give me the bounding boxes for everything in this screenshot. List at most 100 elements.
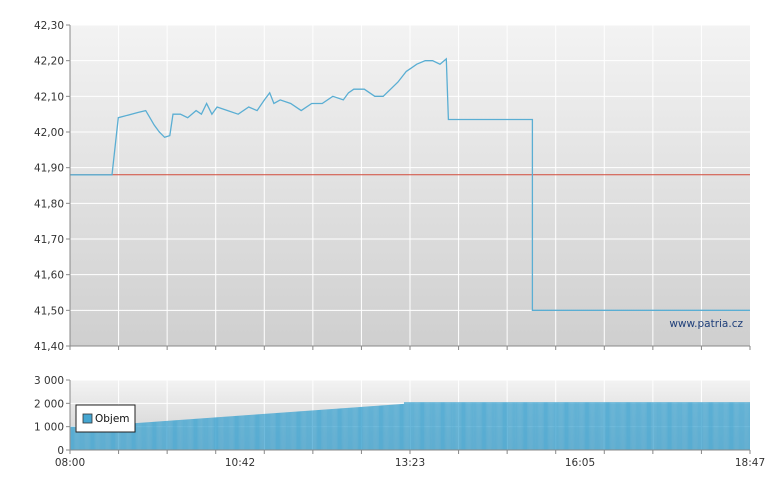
volume-bar — [615, 402, 617, 450]
volume-bar — [594, 402, 596, 450]
volume-bar — [281, 412, 283, 450]
volume-bar — [468, 402, 470, 450]
volume-bar — [739, 402, 741, 450]
volume-bar — [226, 416, 228, 450]
volume-bar — [210, 417, 212, 450]
volume-bar — [678, 402, 680, 450]
volume-bar — [640, 402, 642, 450]
volume-bar — [343, 408, 345, 450]
volume-bar — [515, 402, 517, 450]
volume-bar — [85, 426, 87, 450]
volume-bar — [648, 402, 649, 450]
volume-bar — [513, 402, 515, 450]
volume-bar — [132, 423, 133, 450]
volume-bar — [710, 402, 711, 450]
volume-bar — [727, 402, 729, 450]
volume-bar — [675, 402, 677, 450]
volume-bar — [613, 402, 615, 450]
volume-bar — [681, 402, 683, 450]
volume-bar — [499, 402, 501, 450]
volume-bar — [176, 420, 178, 450]
volume-bar — [192, 418, 194, 450]
volume-bar — [534, 402, 536, 450]
volume-bar — [579, 402, 581, 450]
volume-bar — [322, 409, 324, 450]
volume-bar — [84, 426, 86, 450]
volume-bar — [295, 411, 297, 450]
volume-bar — [229, 416, 231, 450]
volume-bar — [336, 408, 338, 450]
volume-bar — [612, 402, 614, 450]
volume-bars — [70, 402, 750, 450]
volume-bar — [483, 402, 484, 450]
volume-bar — [224, 416, 226, 450]
volume-bar — [123, 423, 125, 450]
volume-bar — [428, 402, 430, 450]
volume-bar — [168, 420, 170, 450]
volume-bar — [609, 402, 611, 450]
volume-bar — [183, 419, 185, 450]
volume-bar — [223, 416, 225, 450]
volume-bar — [657, 402, 659, 450]
volume-bar — [199, 418, 201, 450]
volume-bar — [633, 402, 635, 450]
volume-bar — [164, 421, 166, 450]
volume-bar — [662, 402, 664, 450]
volume-bar — [178, 420, 180, 450]
price-panel: 41,40 41,50 41,60 41,70 41,80 41,90 42,00 42,10… — [34, 20, 750, 353]
volume-bar — [728, 402, 730, 450]
volume-bar — [71, 426, 72, 450]
volume-bar — [397, 404, 399, 450]
volume-bar — [735, 402, 737, 450]
volume-bar — [485, 402, 487, 450]
volume-bar — [524, 402, 525, 450]
volume-bar — [265, 413, 267, 450]
volume-bar — [208, 417, 210, 450]
volume-bar — [362, 406, 364, 450]
volume-bar — [507, 402, 509, 450]
volume-bar — [93, 426, 94, 450]
volume-bar — [679, 402, 681, 450]
volume-bar — [575, 402, 577, 450]
volume-bar — [407, 402, 409, 450]
volume-bar — [144, 422, 146, 450]
volume-bar — [287, 412, 289, 450]
volume-bar — [165, 420, 167, 450]
volume-bar — [712, 402, 714, 450]
volume-bar — [549, 402, 551, 450]
volume-bar — [636, 402, 638, 450]
volume-bar — [553, 402, 555, 450]
volume-bar — [560, 402, 562, 450]
volume-bar — [282, 412, 284, 450]
volume-bar — [519, 402, 521, 450]
volume-bar — [699, 402, 701, 450]
volume-bar — [104, 426, 106, 450]
volume-bar — [425, 402, 427, 450]
volume-bar — [454, 402, 456, 450]
volume-bar — [546, 402, 547, 450]
volume-bar — [375, 405, 377, 450]
volume-bar — [740, 402, 742, 450]
volume-bar — [300, 411, 302, 450]
time-x-tick-label: 18:47 — [735, 457, 765, 469]
volume-bar — [531, 402, 533, 450]
volume-bar — [582, 402, 584, 450]
volume-bar — [747, 402, 749, 450]
volume-bar — [385, 405, 387, 450]
volume-bar — [177, 420, 179, 450]
volume-bar — [610, 402, 612, 450]
volume-bar — [170, 420, 172, 450]
volume-bar — [72, 426, 73, 450]
volume-bar — [215, 417, 216, 450]
volume-bar — [153, 421, 154, 450]
volume-bar — [421, 402, 422, 450]
price-y-tick-label: 41,50 — [34, 305, 64, 317]
volume-bar — [364, 406, 366, 450]
volume-bar — [431, 402, 433, 450]
volume-bar — [463, 402, 464, 450]
volume-bar — [280, 412, 282, 450]
volume-bar — [169, 420, 171, 450]
volume-bar — [106, 426, 108, 450]
volume-bar — [484, 402, 485, 450]
volume-bar — [202, 418, 204, 450]
